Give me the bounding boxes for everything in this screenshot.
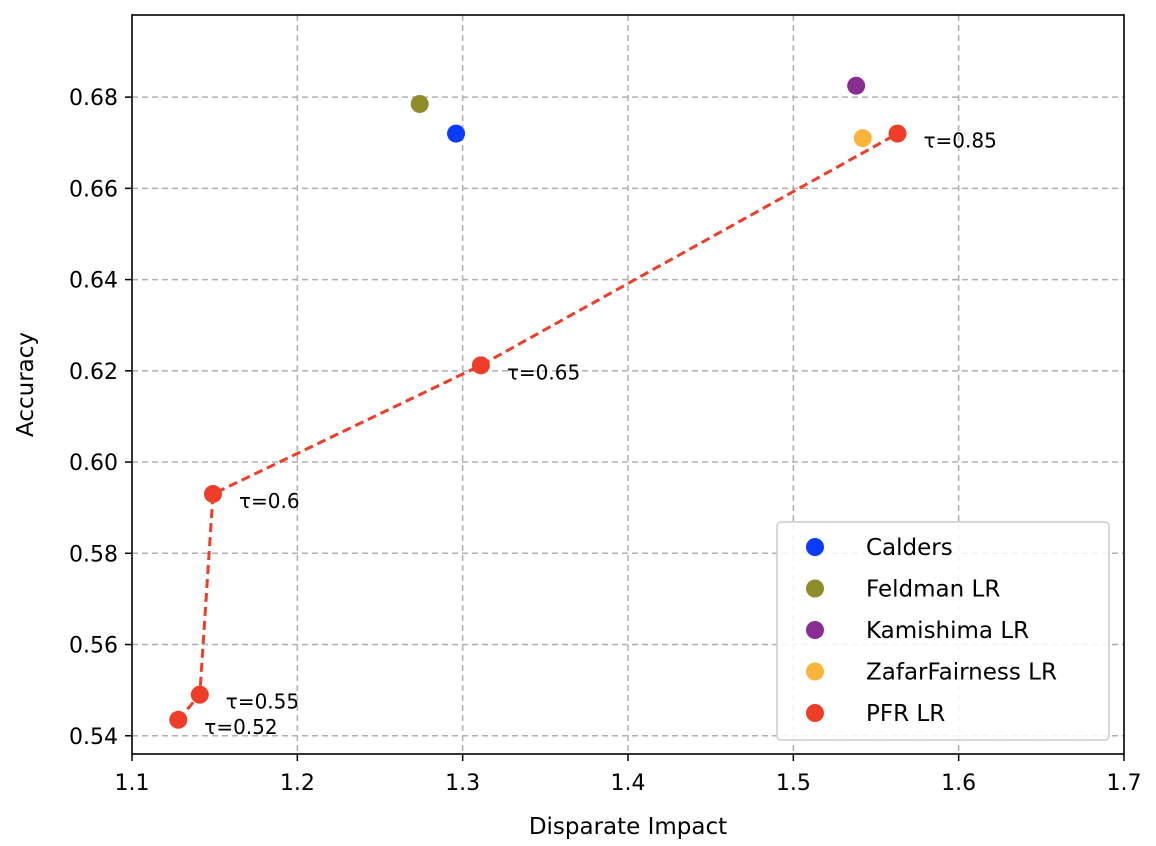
- y-tick-label: 0.56: [69, 634, 118, 659]
- x-tick-label: 1.4: [611, 771, 646, 796]
- point-annotations: τ=0.52τ=0.55 τ=0.6 τ=0.65 τ=0.85: [204, 129, 997, 739]
- legend-marker: [806, 662, 824, 681]
- data-point: [471, 356, 490, 375]
- data-point: [853, 129, 872, 148]
- tau-annotation: τ=0.65: [507, 360, 580, 384]
- legend-box: [776, 521, 1110, 741]
- x-tick-label: 1.7: [1107, 771, 1142, 796]
- x-tick-label: 1.5: [776, 771, 811, 796]
- legend-label: Calders: [866, 535, 953, 561]
- legend-marker: [806, 579, 824, 598]
- data-point: [888, 124, 907, 143]
- tau-annotation: τ=0.85: [923, 129, 996, 153]
- x-tick-label: 1.1: [115, 771, 150, 796]
- tau-annotation: τ=0.52: [204, 715, 277, 739]
- data-point: [204, 484, 223, 503]
- data-point: [410, 94, 429, 113]
- data-point: [447, 124, 466, 143]
- y-tick-label: 0.60: [69, 451, 118, 476]
- legend-label: ZafarFairness LR: [866, 660, 1057, 686]
- y-tick-label: 0.66: [69, 177, 118, 202]
- tau-annotation: τ=0.55: [226, 690, 299, 714]
- y-tick-label: 0.64: [69, 269, 118, 294]
- y-axis-label: Accuracy: [13, 332, 39, 437]
- y-tick-label: 0.58: [69, 542, 118, 567]
- series-lines: [177, 132, 899, 721]
- y-tick-label: 0.54: [69, 725, 118, 750]
- legend-marker: [806, 538, 824, 556]
- data-point: [847, 76, 866, 95]
- pfr-dashed-line: [177, 132, 899, 721]
- x-tick-label: 1.3: [445, 771, 480, 796]
- legend-label: Feldman LR: [866, 577, 1000, 603]
- legend-label: Kamishima LR: [866, 618, 1029, 644]
- x-axis-label: Disparate Impact: [529, 814, 727, 840]
- legend-label: PFR LR: [866, 701, 945, 727]
- data-points: [169, 76, 907, 729]
- data-point: [169, 710, 188, 729]
- legend-marker: [806, 704, 824, 722]
- legend-marker: [806, 621, 824, 639]
- y-tick-label: 0.62: [69, 360, 118, 385]
- legend: Calders Feldman LR Kamishima LR ZafarFairne…: [776, 521, 1110, 741]
- data-point: [190, 685, 209, 704]
- x-tick-label: 1.2: [280, 771, 315, 796]
- axis-ticks: 1.1 1.2 1.3 1.4 1.5 1.6 1.7 0.54 0.56 0.58 0.60 0.6…: [69, 86, 1141, 796]
- tau-annotation: τ=0.6: [239, 489, 300, 513]
- x-tick-label: 1.6: [941, 771, 976, 796]
- y-tick-label: 0.68: [69, 86, 118, 111]
